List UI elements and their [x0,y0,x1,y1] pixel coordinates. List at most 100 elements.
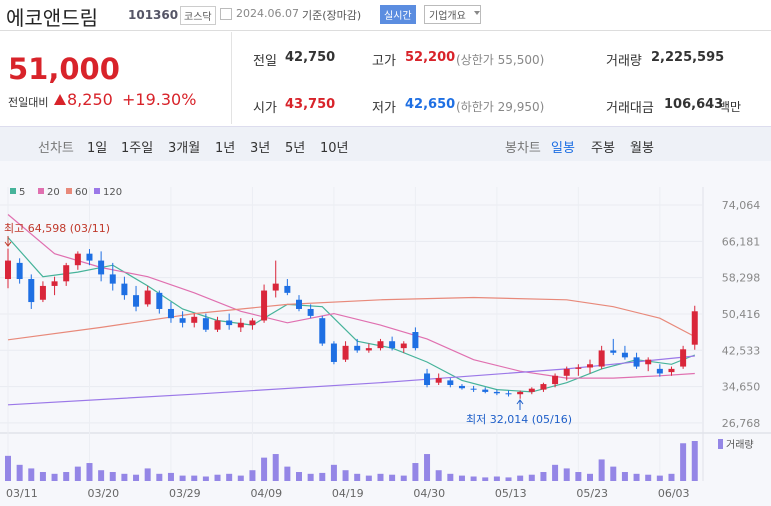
candle-body [5,260,11,280]
tab[interactable]: 5년 [285,141,306,156]
volume-bar [144,468,151,481]
y-tick-label: 42,533 [722,344,761,357]
divider [231,32,232,124]
legend-label: 120 [103,187,122,198]
volume-bar [63,472,70,481]
stat-value: 43,750 [285,97,336,112]
candle-body [575,367,582,369]
volume-bar [261,457,268,481]
candle-body [354,345,361,351]
tab[interactable]: 1일 [87,141,108,156]
volume-bar [610,466,617,481]
candle-body [493,391,500,394]
candle-body [540,384,547,390]
candle-body [389,341,396,349]
volume-bar [237,475,244,481]
candle-body [377,341,384,349]
market-badge: 코스닥 [180,6,216,25]
change-label: 전일대비 [8,96,49,109]
candle-body [28,279,35,303]
chart-background [0,161,771,506]
y-tick-label: 58,298 [722,272,761,285]
tab[interactable]: 1년 [215,141,236,156]
volume-bar [307,473,314,481]
volume-bar [493,476,500,481]
candle-body [563,368,570,376]
candle-body [552,375,559,385]
high-annotation: 최고 64,598 (03/11) [4,222,110,235]
stat-value: 42,650 [405,97,456,112]
volume-bar [342,470,349,481]
volume-bar [505,477,512,481]
legend-label: 20 [47,187,60,198]
candle-body [214,320,221,330]
volume-bar [272,454,279,481]
tab[interactable]: 일봉 [551,141,575,156]
x-tick-label: 03/11 [6,487,38,500]
ma-line [7,237,696,393]
volume-bar [412,463,419,481]
volume-bar [365,475,372,481]
candle-body [412,332,419,349]
ma-line [7,355,695,406]
tab[interactable]: 주봉 [591,141,615,156]
x-tick-label: 04/19 [332,487,364,500]
candle-body [39,285,46,300]
volume-bar [389,474,396,481]
candle-body [179,318,186,323]
volume-bar [470,476,477,481]
legend-swatch [66,188,72,194]
volume-bar [598,459,605,481]
volume-bar [133,474,140,481]
high-arrow [4,236,12,247]
volume-bar [28,468,35,481]
volume-bar [354,473,361,481]
candle-body [202,318,209,330]
candle-body [656,368,663,374]
volume-bar [575,472,582,481]
tab[interactable]: 10년 [320,141,349,156]
volume-bar [5,455,11,481]
realtime-button[interactable]: 실시간 [380,5,416,24]
volume-bar [482,477,489,481]
volume-bar [51,473,58,481]
candle-body [482,389,489,392]
volume-bar [633,473,640,481]
x-tick-label: 04/09 [250,487,282,500]
candle-body [621,352,628,358]
x-tick-label: 04/30 [413,487,445,500]
volume-bar [668,473,675,481]
low-annotation: 최저 32,014 (05/16) [466,413,572,426]
candle-body [598,350,605,367]
candle-body [668,368,675,373]
stat-unit: 백만 [719,100,742,114]
candle-body [680,349,687,367]
candle-body [424,373,431,385]
volume-bar [330,464,337,481]
candle-body [587,364,593,368]
legend-swatch [10,188,16,194]
volume-bar [74,466,81,481]
candle-body [63,265,70,282]
candle-body [261,290,268,321]
volume-bar [202,476,209,481]
stock-code: 101360 [128,8,179,22]
volume-bar [214,474,221,481]
tab[interactable]: 3년 [250,141,271,156]
volume-bar [86,463,93,481]
tab[interactable]: 3개월 [168,141,201,156]
volume-bar [528,474,535,481]
volume-bar [540,472,547,481]
candle-body [691,311,698,345]
volume-bar [16,464,23,481]
volume-bar [249,470,256,481]
stat-label: 전일 [253,54,277,69]
candle-body [249,320,256,326]
volume-legend-label: 거래량 [726,439,754,451]
x-tick-label: 03/29 [169,487,201,500]
tab[interactable]: 1주일 [121,141,154,156]
overview-button[interactable]: 기업개요 [424,5,481,24]
volume-bar [109,472,116,481]
tab[interactable]: 월봉 [630,141,654,156]
stat-value: 42,750 [285,50,336,65]
